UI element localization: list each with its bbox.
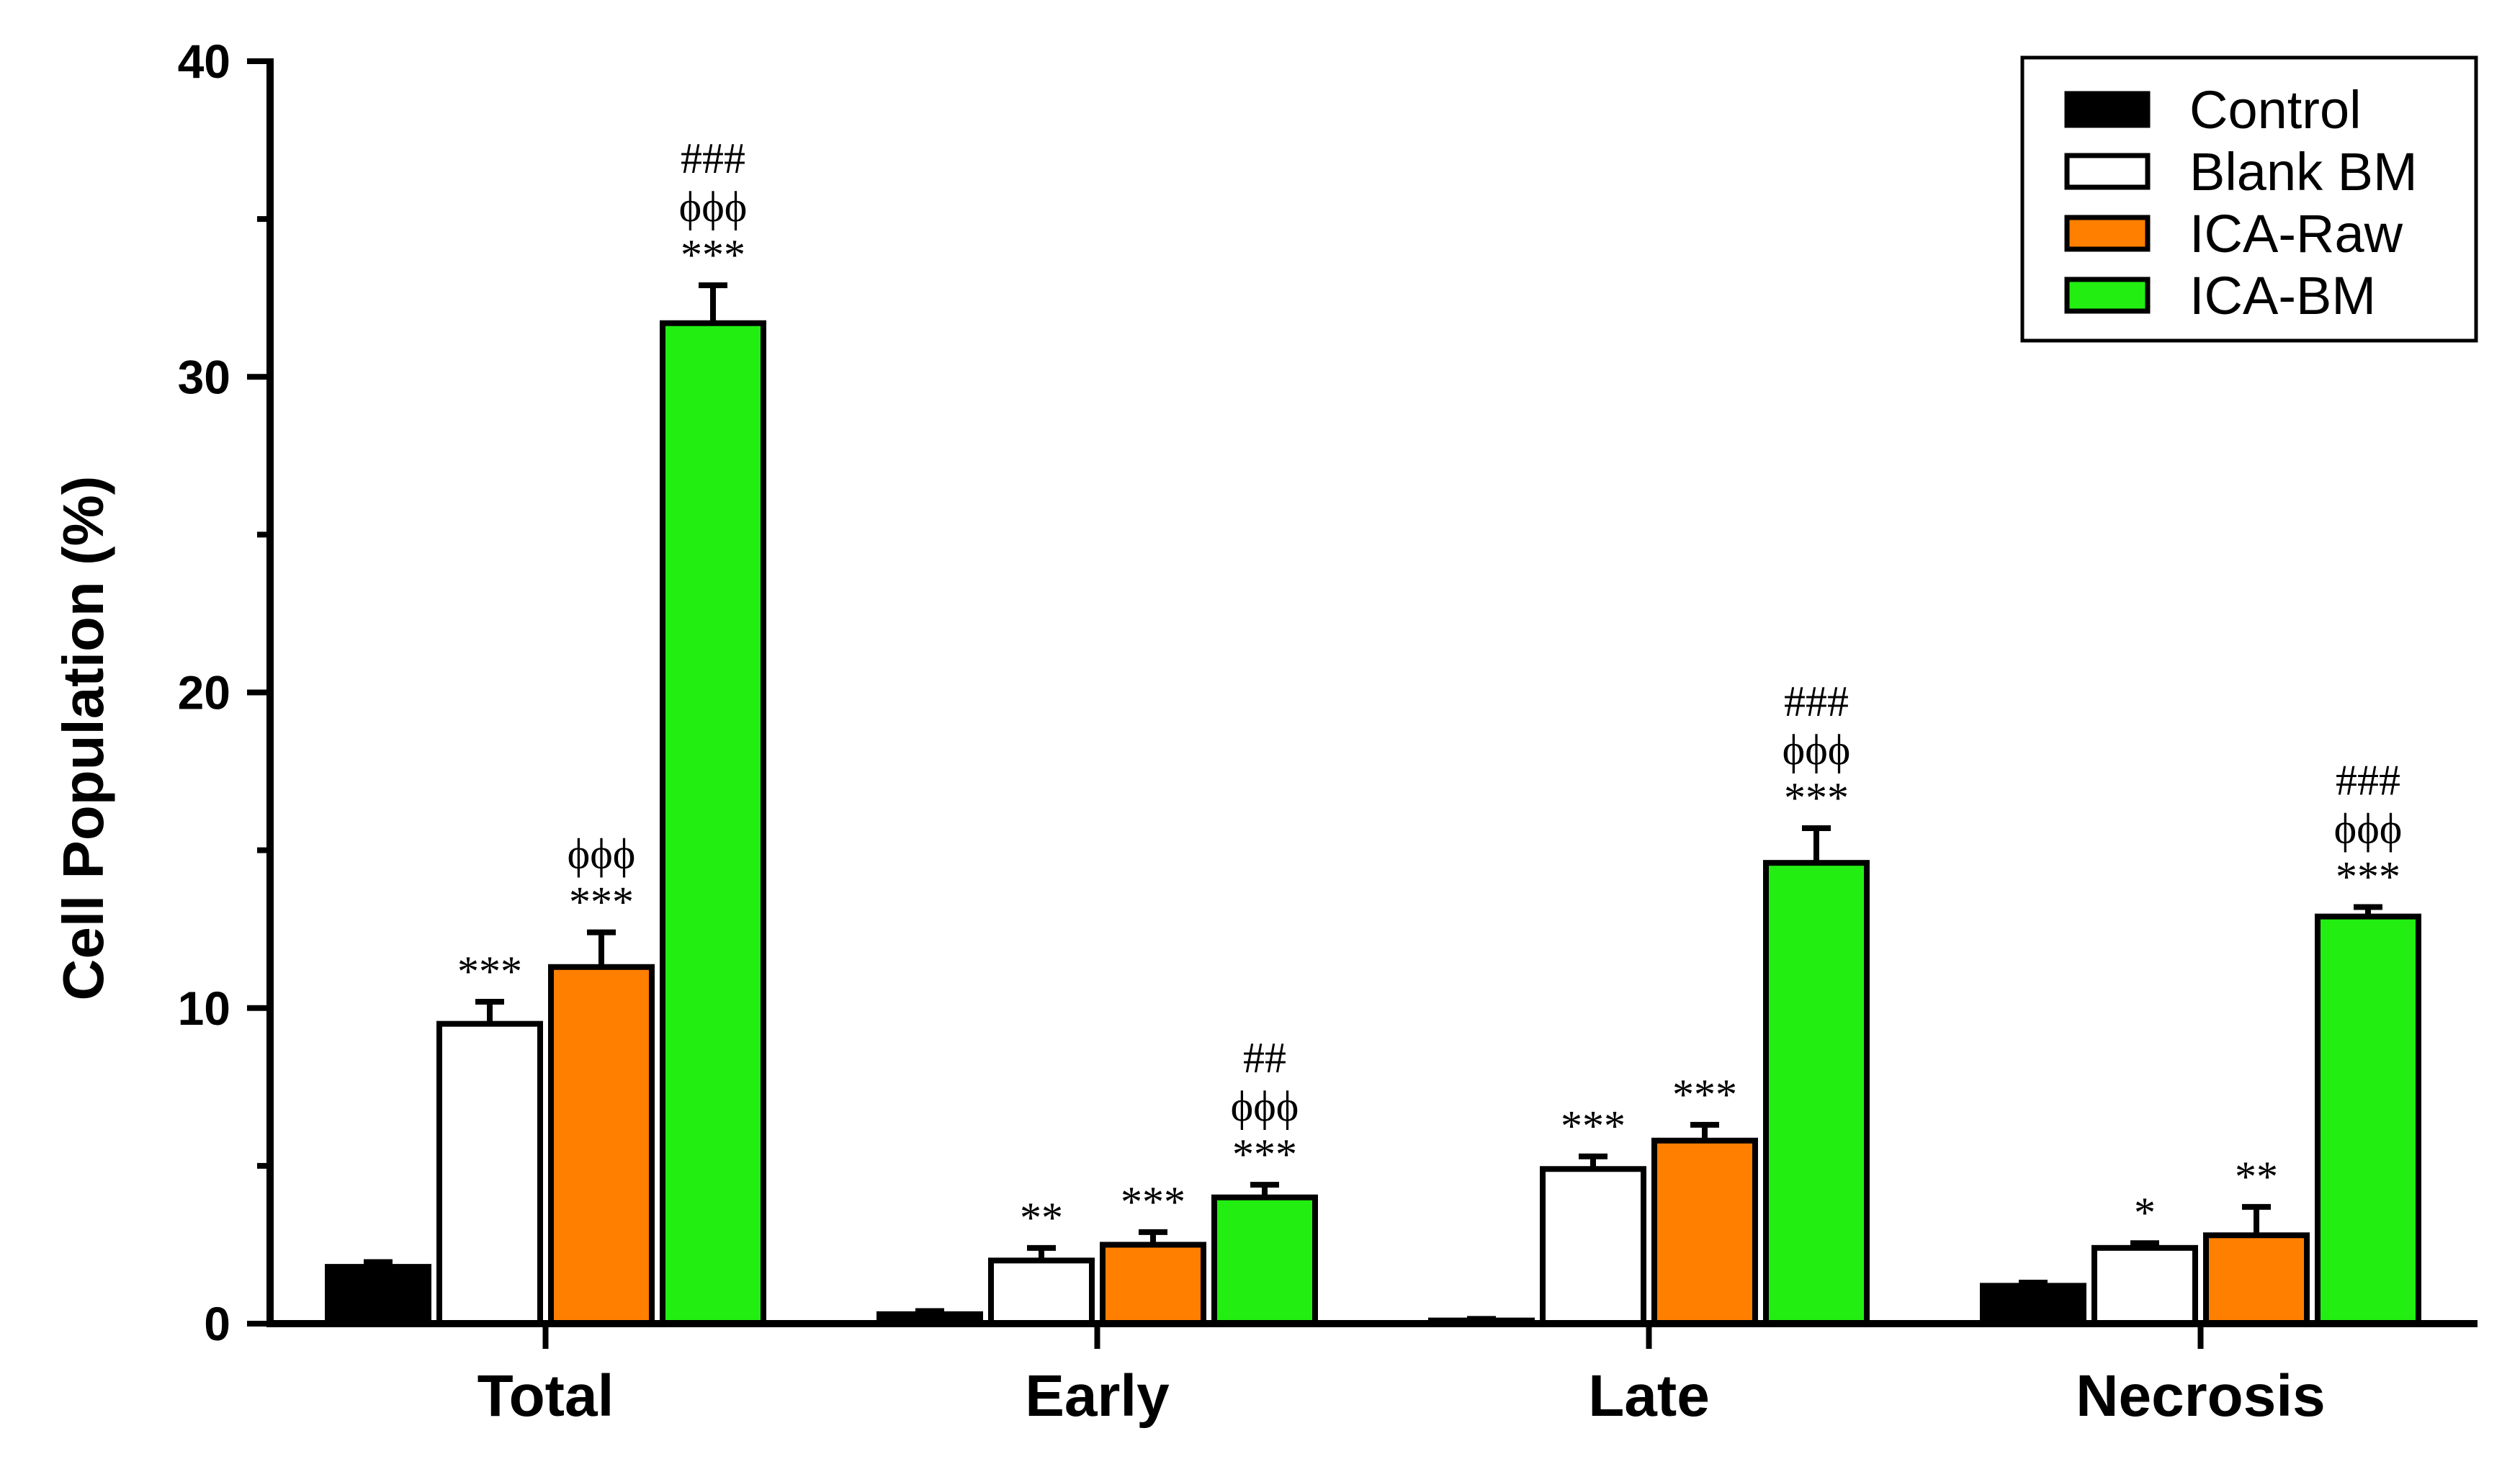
bars-layer	[325, 282, 2421, 1327]
axes-layer: 0 10 20 30 40 Total Early Late Necrosis	[178, 35, 2478, 1429]
significance-label: ##	[1243, 1034, 1286, 1082]
significance-label: ϕϕϕ	[1231, 1082, 1299, 1130]
y-tick-label: 10	[178, 982, 230, 1035]
x-tick-label-late: Late	[1588, 1363, 1710, 1429]
significance-label: ***	[1672, 1071, 1737, 1118]
bar-blank-bm-necrosis	[2091, 1244, 2198, 1327]
bar-blank-bm-total	[436, 1020, 543, 1327]
legend-swatch	[2064, 277, 2151, 314]
bar-ica-raw-total	[548, 964, 655, 1327]
bar-blank-bm-early	[988, 1257, 1095, 1327]
labels-layer: *********ϕϕϕ***********###ϕϕϕ***##ϕϕϕ***…	[457, 135, 2402, 1242]
bar-control-total	[325, 1264, 431, 1327]
significance-label: ***	[1121, 1178, 1185, 1226]
significance-label: ***	[1784, 774, 1849, 822]
significance-label: **	[1020, 1194, 1063, 1242]
legend-label: ICA-Raw	[2189, 204, 2403, 264]
significance-label: ***	[1232, 1131, 1297, 1178]
significance-label: ###	[2336, 757, 2400, 804]
y-axis-label: Cell Population (%)	[51, 476, 115, 1001]
significance-label: ***	[681, 231, 745, 279]
y-tick-label: 30	[178, 350, 230, 403]
bar-blank-bm-late	[1540, 1166, 1646, 1327]
significance-label: ***	[457, 948, 522, 995]
bar-ica-raw-early	[1100, 1242, 1206, 1327]
legend-label: Control	[2189, 80, 2362, 140]
x-tick-label-necrosis: Necrosis	[2076, 1363, 2325, 1429]
significance-label: ϕϕϕ	[1783, 726, 1851, 773]
significance-label: ***	[569, 879, 634, 926]
bar-ica-bm-early	[1211, 1194, 1318, 1327]
legend-swatch	[2064, 91, 2151, 128]
bar-ica-bm-necrosis	[2315, 913, 2421, 1327]
legend-label: Blank BM	[2189, 142, 2418, 202]
significance-label: ϕϕϕ	[679, 183, 748, 230]
bar-ica-bm-late	[1763, 860, 1870, 1327]
y-tick-label: 0	[204, 1297, 230, 1350]
legend-swatch	[2064, 215, 2151, 252]
legend-swatch	[2064, 153, 2151, 190]
significance-label: **	[2235, 1153, 2278, 1201]
significance-label: ###	[681, 135, 745, 182]
legend-label: ICA-BM	[2189, 266, 2376, 326]
x-tick-label-total: Total	[477, 1363, 614, 1429]
bar-ica-bm-total	[660, 320, 766, 1327]
bar-ica-raw-necrosis	[2203, 1232, 2310, 1327]
significance-label: ***	[1561, 1103, 1626, 1150]
bar-control-necrosis	[1980, 1283, 2086, 1327]
significance-label: ϕϕϕ	[2334, 805, 2403, 853]
y-tick-label: 40	[178, 35, 230, 88]
significance-label: ###	[1784, 678, 1849, 725]
y-tick-label: 20	[178, 666, 230, 719]
significance-label: ***	[2336, 853, 2400, 901]
significance-label: ϕϕϕ	[568, 830, 636, 878]
x-tick-label-early: Early	[1025, 1363, 1170, 1429]
bar-ica-raw-late	[1651, 1137, 1758, 1327]
significance-label: *	[2134, 1189, 2156, 1237]
